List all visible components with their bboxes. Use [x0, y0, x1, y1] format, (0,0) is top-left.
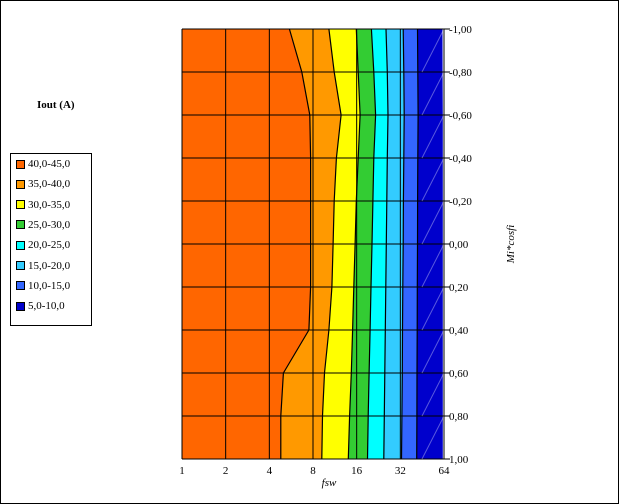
legend-swatch	[16, 159, 25, 169]
legend-label: 20,0-25,0	[28, 239, 71, 252]
legend-swatch	[16, 220, 25, 230]
legend-label: 30,0-35,0	[28, 198, 71, 211]
y-tick-label: -0,40	[449, 153, 472, 165]
contour-line-boundary_20	[383, 28, 389, 460]
x-tick-label: 8	[310, 465, 316, 477]
y-tick-label: -0,20	[449, 196, 472, 208]
x-axis-title: fsw	[322, 477, 337, 489]
surface-shading	[421, 157, 445, 202]
x-tick-label: 16	[351, 465, 363, 477]
legend-item: 25,0-30,0	[16, 218, 70, 232]
surface-shading	[421, 415, 445, 460]
surface-shading	[421, 114, 445, 159]
legend-label: 35,0-40,0	[28, 178, 71, 191]
surface-shading	[421, 71, 445, 116]
legend-swatch	[16, 179, 25, 189]
surface-shading	[421, 372, 445, 417]
contour-line-boundary_10	[416, 28, 419, 460]
y-tick-label: 1,00	[449, 454, 469, 466]
legend-title: Iout (A)	[37, 99, 75, 111]
contour-line-boundary_35	[321, 28, 342, 460]
surface-shading	[421, 200, 445, 245]
legend-swatch	[16, 240, 25, 250]
x-tick-label: 64	[439, 465, 451, 477]
y-tick-label: 0,60	[449, 368, 469, 380]
legend-label: 25,0-30,0	[28, 218, 71, 231]
legend-swatch	[16, 281, 25, 291]
y-tick-label: 0,80	[449, 411, 469, 423]
contour-line-boundary_30	[347, 28, 361, 460]
legend-item: 20,0-25,0	[16, 238, 70, 252]
contour-line-boundary_40	[280, 28, 312, 459]
x-tick-label: 1	[179, 465, 185, 477]
legend-swatch	[16, 261, 25, 270]
x-tick-label: 32	[395, 465, 406, 477]
x-tick-label: 2	[223, 465, 229, 477]
surface-shading	[421, 28, 445, 73]
y-tick-label: 0,00	[449, 239, 469, 251]
x-tick-label: 4	[267, 465, 273, 477]
legend-label: 15,0-20,0	[28, 259, 71, 272]
legend-label: 5,0-10,0	[28, 300, 65, 313]
y-tick-label: 0,40	[449, 325, 469, 337]
legend-item: 40,0-45,0	[16, 157, 70, 171]
legend: 40,0-45,0 35,0-40,0 30,0-35,0 25,0-30,0 20,0…	[10, 153, 92, 326]
contour-line-boundary_25	[366, 28, 377, 460]
y-tick-label: 0,20	[449, 282, 469, 294]
contour-line-boundary_15	[400, 28, 405, 460]
surface-shading	[421, 286, 445, 331]
legend-label: 40,0-45,0	[28, 158, 71, 170]
legend-label: 10,0-15,0	[28, 279, 71, 292]
surface-shading	[421, 243, 445, 288]
y-tick-label: -1,00	[449, 24, 472, 36]
legend-item: 10,0-15,0	[16, 279, 70, 293]
legend-item: 30,0-35,0	[16, 198, 70, 212]
y-tick-label: -0,60	[449, 110, 472, 122]
legend-item: 15,0-20,0	[16, 259, 70, 273]
legend-item: 5,0-10,0	[16, 299, 65, 313]
y-tick-label: -0,80	[449, 67, 472, 79]
y-axis-title: Mi*cosfi	[505, 225, 517, 265]
surface-shading	[421, 329, 445, 374]
legend-swatch	[16, 200, 25, 210]
legend-swatch	[16, 301, 25, 311]
legend-item: 35,0-40,0	[16, 177, 70, 191]
